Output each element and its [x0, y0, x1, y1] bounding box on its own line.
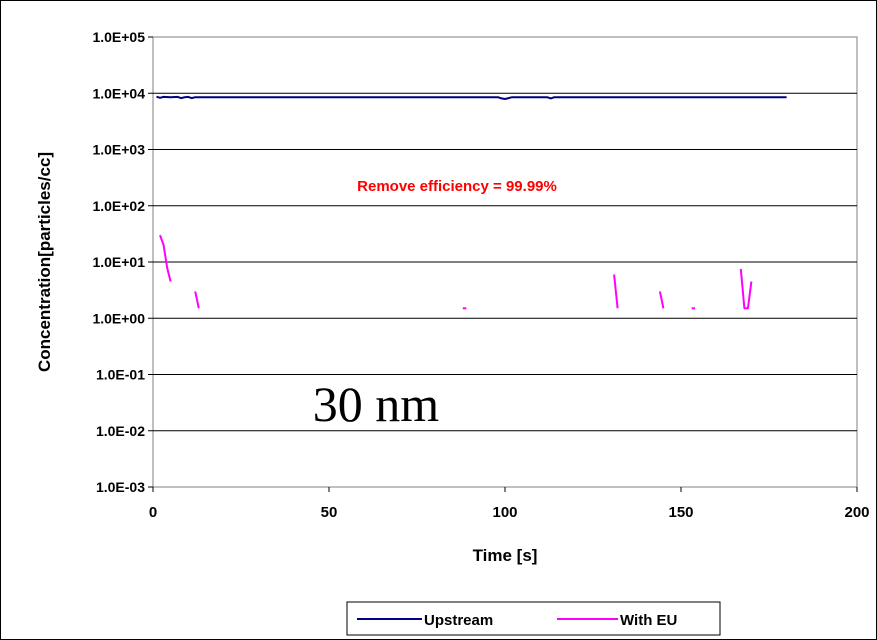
x-tick-label: 200 — [844, 504, 869, 521]
y-tick-label: 1.0E+02 — [92, 198, 145, 214]
y-tick-label: 1.0E+00 — [92, 310, 145, 326]
x-tick-label: 50 — [321, 504, 338, 521]
x-tick-label: 150 — [668, 504, 693, 521]
efficiency-annotation: Remove efficiency = 99.99% — [357, 178, 557, 195]
x-tick-labels: 0 50 100 150 200 — [149, 504, 870, 521]
legend-label-upstream: Upstream — [424, 612, 493, 629]
legend-label-with-eu: With EU — [620, 612, 677, 629]
series-line-with-eu — [658, 291, 665, 309]
x-tick-label: 0 — [149, 504, 157, 521]
y-tick-labels: 1.0E-03 1.0E-02 1.0E-01 1.0E+00 1.0E+01 1.0E+… — [92, 29, 145, 495]
series-lines — [156, 95, 787, 310]
series-line-with-eu — [159, 234, 172, 282]
series-line-with-eu — [194, 291, 200, 309]
series-line-with-eu — [613, 274, 619, 309]
x-axis-label: Time [s] — [473, 546, 538, 565]
size-annotation: 30 nm — [313, 376, 440, 432]
y-tick-label: 1.0E+04 — [92, 85, 145, 101]
y-tick-label: 1.0E+03 — [92, 142, 145, 158]
series-line-with-eu — [739, 268, 753, 310]
y-tick-label: 1.0E-01 — [96, 367, 145, 383]
gridlines — [148, 36, 858, 492]
x-tick-label: 100 — [492, 504, 517, 521]
y-tick-label: 1.0E-03 — [96, 479, 145, 495]
series-line-upstream — [156, 95, 787, 100]
y-tick-label: 1.0E-02 — [96, 423, 145, 439]
y-tick-label: 1.0E+01 — [92, 254, 145, 270]
legend: Upstream With EU — [346, 601, 721, 636]
y-tick-label: 1.0E+05 — [92, 29, 145, 45]
y-axis-label: Concentration[particles/cc] — [35, 152, 54, 372]
